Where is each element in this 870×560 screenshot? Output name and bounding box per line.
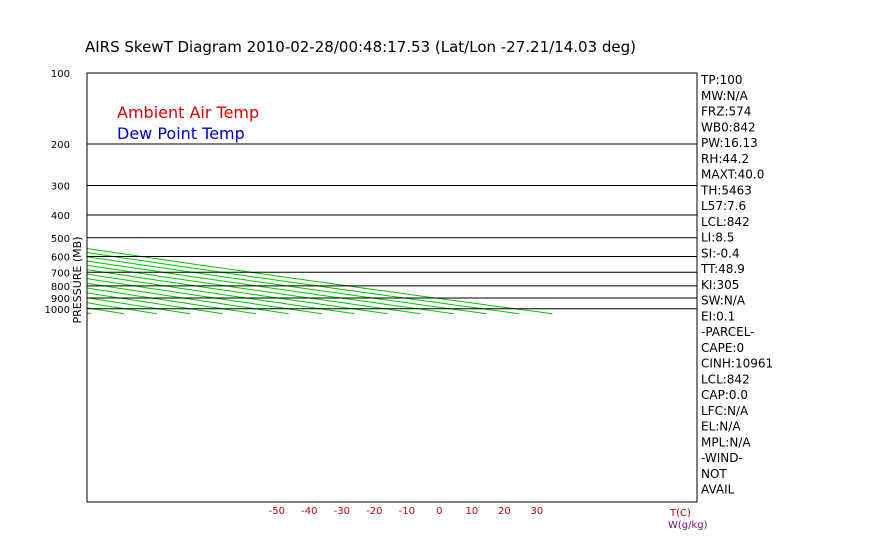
dry-adiabat-line bbox=[87, 247, 553, 315]
side-panel-item: TT:48.9 bbox=[700, 262, 745, 276]
legend-entry: Dew Point Temp bbox=[117, 124, 245, 143]
pressure-tick-label: 900 bbox=[51, 294, 70, 305]
bottom-temp-tick-label: 20 bbox=[498, 506, 511, 517]
bottom-temp-tick-label: -30 bbox=[334, 506, 350, 517]
side-panel-item: NOT bbox=[701, 467, 727, 481]
side-panel-item: SW:N/A bbox=[701, 294, 746, 308]
side-panel-item: FRZ:574 bbox=[701, 105, 751, 119]
dry-adiabat-line bbox=[87, 282, 289, 315]
side-panel-item: -WIND- bbox=[701, 451, 743, 465]
plot-frame bbox=[86, 72, 698, 503]
bottom-temp-tick-label: 30 bbox=[530, 506, 543, 517]
side-panel-item: MAXT:40.0 bbox=[701, 168, 764, 182]
dry-adiabat-line bbox=[87, 260, 454, 315]
dry-adiabat-line bbox=[87, 278, 322, 315]
pressure-tick-label: 600 bbox=[51, 252, 70, 263]
side-panel-item: KI:305 bbox=[701, 278, 739, 292]
side-panel-item: LCL:842 bbox=[701, 372, 750, 386]
side-panel-item: MPL:N/A bbox=[701, 435, 751, 449]
dry-adiabat-line bbox=[87, 252, 520, 315]
side-panel-item: TP:100 bbox=[700, 73, 743, 87]
dry-adiabat-line bbox=[87, 264, 421, 315]
pressure-tick-label: 100 bbox=[51, 69, 70, 80]
side-panel-item: PW:16.13 bbox=[701, 136, 758, 150]
bottom-temp-tick-label: 0 bbox=[436, 506, 442, 517]
dry-adiabat-line bbox=[87, 287, 256, 315]
bottom-temp-tick-label: -10 bbox=[399, 506, 415, 517]
side-panel-item: LI:8.5 bbox=[701, 231, 734, 245]
side-panel-item: AVAIL bbox=[701, 483, 735, 497]
pressure-tick-label: 300 bbox=[51, 181, 70, 192]
pressure-tick-label: 700 bbox=[51, 268, 70, 279]
side-panel-item: -PARCEL- bbox=[701, 325, 755, 339]
side-panel-item: CAP:0.0 bbox=[701, 388, 748, 402]
pressure-tick-label: 1000 bbox=[45, 305, 70, 316]
side-panel-item: L57:7.6 bbox=[701, 199, 746, 213]
chart-title: AIRS SkewT Diagram 2010-02-28/00:48:17.5… bbox=[85, 38, 636, 56]
grid-lines bbox=[87, 73, 697, 315]
side-panel-item: CINH:10961 bbox=[701, 357, 773, 371]
dry-adiabat-line bbox=[87, 292, 223, 315]
y-axis-label: PRESSURE (MB) bbox=[71, 237, 84, 324]
side-panel-item: RH:44.2 bbox=[701, 152, 749, 166]
bottom-temp-tick-label: -40 bbox=[301, 506, 317, 517]
dry-adiabat-line bbox=[87, 256, 487, 315]
side-panel-item: TH:5463 bbox=[700, 183, 752, 197]
dry-adiabat-line bbox=[87, 269, 388, 315]
pressure-tick-label: 200 bbox=[51, 140, 70, 151]
side-panel-item: EI:0.1 bbox=[701, 309, 735, 323]
temp-unit-label: T(C) bbox=[669, 508, 691, 519]
dry-adiabat-line bbox=[87, 273, 355, 315]
legend-entry: Ambient Air Temp bbox=[117, 103, 259, 122]
pressure-tick-label: 500 bbox=[51, 234, 70, 245]
pressure-tick-label: 800 bbox=[51, 282, 70, 293]
side-panel-item: LFC:N/A bbox=[701, 404, 749, 418]
side-panel-item: WB0:842 bbox=[701, 120, 756, 134]
bottom-temp-tick-label: -50 bbox=[269, 506, 285, 517]
side-panel-item: LCL:842 bbox=[701, 215, 750, 229]
side-panel-item: CAPE:0 bbox=[701, 341, 744, 355]
side-panel-item: MW:N/A bbox=[701, 89, 749, 103]
mixing-ratio-unit-label: W(g/kg) bbox=[668, 520, 708, 531]
side-panel-item: EL:N/A bbox=[701, 420, 741, 434]
pressure-tick-label: 400 bbox=[51, 211, 70, 222]
bottom-temp-tick-label: -20 bbox=[366, 506, 382, 517]
plot-area: 1002003004005006007008009001000-120-110-… bbox=[45, 69, 774, 517]
side-panel-item: SI:-0.4 bbox=[701, 246, 740, 260]
bottom-temp-tick-label: 10 bbox=[465, 506, 478, 517]
